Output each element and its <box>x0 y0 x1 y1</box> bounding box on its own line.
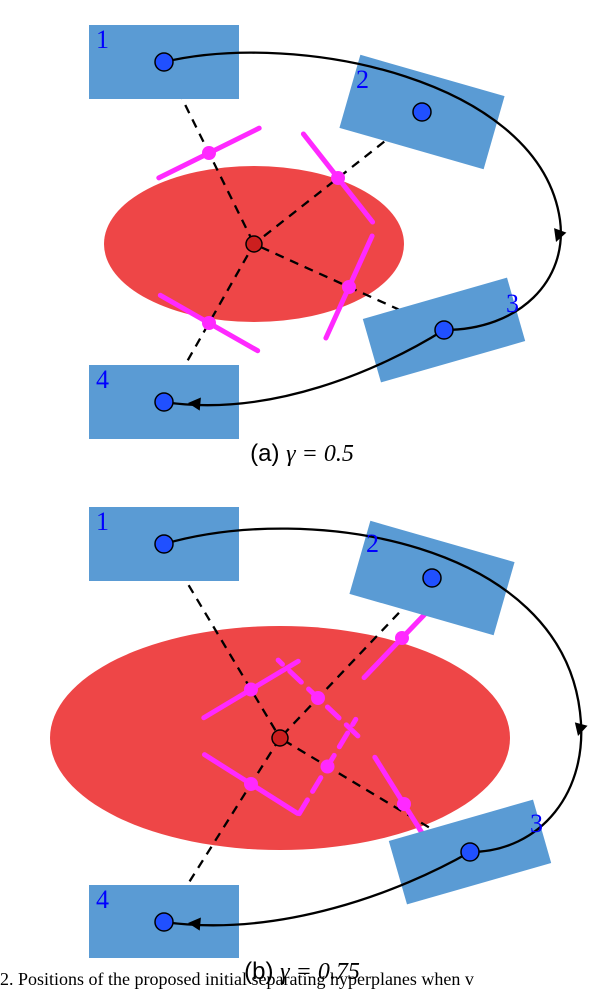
caption-a-gamma: γ = 0.5 <box>286 441 354 467</box>
figure-a: 1 2 3 4 <box>0 0 604 440</box>
svg-text:2: 2 <box>366 529 379 558</box>
svg-text:3: 3 <box>506 289 519 318</box>
svg-text:1: 1 <box>96 507 109 536</box>
svg-text:2: 2 <box>356 65 369 94</box>
svg-text:1: 1 <box>96 25 109 54</box>
figure-b: 1 2 3 4 <box>0 492 604 958</box>
caption-a: (a) γ = 0.5 <box>0 440 604 468</box>
svg-text:4: 4 <box>96 885 109 914</box>
svg-text:3: 3 <box>530 809 543 838</box>
svg-text:4: 4 <box>96 365 109 394</box>
caption-a-tag: (a) <box>250 440 279 467</box>
figure-footer-text: 2. Positions of the proposed initial sep… <box>0 969 604 990</box>
